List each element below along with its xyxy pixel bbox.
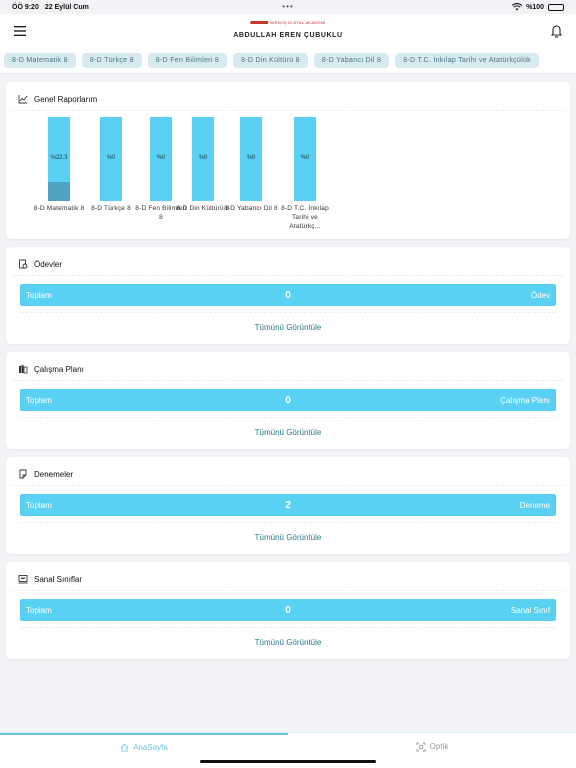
homework-view-all-link[interactable]: Tümünü Görüntüle xyxy=(254,323,322,332)
chart-category-label: 8-D Türkçe 8 xyxy=(91,205,131,212)
multitask-dots-icon[interactable]: ••• xyxy=(282,2,294,11)
chart-data-label: %0 xyxy=(106,155,116,161)
exams-view-all-link[interactable]: Tümünü Görüntüle xyxy=(254,533,322,542)
chart-data-label: %22.3 xyxy=(50,155,68,161)
reports-title: Genel Raporlarım xyxy=(34,94,98,104)
study-plan-view-all-link[interactable]: Tümünü Görüntüle xyxy=(254,428,322,437)
chart-bar: %0 xyxy=(100,117,122,201)
study-plan-total-label: Toplam xyxy=(26,395,52,405)
virtual-classes-title: Sanal Sınıflar xyxy=(34,574,83,584)
home-icon xyxy=(120,743,129,752)
homework-count: 0 xyxy=(285,289,291,301)
exam-icon xyxy=(19,469,27,479)
status-date: 22 Eylül Cum xyxy=(44,3,89,11)
reports-header: Genel Raporlarım xyxy=(12,82,564,111)
homework-total-bar[interactable]: Toplam 0 Ödev xyxy=(20,284,556,306)
battery-percent: %100 xyxy=(526,3,544,11)
exams-card: Denemeler Toplam 2 Deneme Tümünü Görüntü… xyxy=(6,457,570,554)
nav-optic-label: Optik xyxy=(429,742,449,751)
nav-optic[interactable]: Optik xyxy=(288,733,576,768)
virtual-classes-total-label: Toplam xyxy=(26,605,52,615)
whiteboard-icon xyxy=(18,575,28,584)
chart-category-label: 8-D Matematik 8 xyxy=(33,205,85,212)
tab-course[interactable]: 8-D Fen Bilimleri 8 xyxy=(147,53,228,68)
study-plan-title: Çalışma Planı xyxy=(34,364,84,374)
tab-course[interactable]: 8-D Din Kültürü 8 xyxy=(233,53,308,68)
chart-category-label: 8-D Fen Bilimleri 8 xyxy=(135,205,187,221)
homework-title: Ödevler xyxy=(34,259,63,269)
brand-logo: BİRİKİŞ DİJİTAL AKADEMİ xyxy=(233,20,342,25)
chart-bar: %0 xyxy=(192,117,214,201)
status-bar: ÖÖ 9:20 22 Eylül Cum ••• %100 xyxy=(0,0,576,14)
tab-course[interactable]: 8-D T.C. İnkılap Tarihi ve Atatürkçülük xyxy=(395,53,539,68)
homework-header: Ödevler xyxy=(12,247,564,276)
user-name: ABDULLAH EREN ÇUBUKLU xyxy=(233,32,343,39)
menu-icon[interactable] xyxy=(10,21,30,41)
study-plan-total-bar[interactable]: Toplam 0 Çalışma Planı xyxy=(20,389,556,411)
chart-bar: %0 xyxy=(150,117,172,201)
books-icon xyxy=(19,365,28,374)
bell-icon[interactable] xyxy=(546,21,566,41)
chart-bar-column: %0 8-D Türkçe 8 xyxy=(84,117,138,213)
study-plan-unit: Çalışma Planı xyxy=(500,395,550,405)
chart-category-label: 8-D Yabancı Dil 8 xyxy=(224,205,278,212)
chart-bar-column: %0 8-D T.C. İnkılap Tarihi ve Atatürkç... xyxy=(278,117,332,231)
tab-course[interactable]: 8-D Yabancı Dil 8 xyxy=(313,53,390,68)
chart-bar-column: %0 8-D Din Kültürü 8 xyxy=(176,117,230,213)
virtual-classes-total-bar[interactable]: Toplam 0 Sanal Sınıf xyxy=(20,599,556,621)
nav-home-label: AnaSayfa xyxy=(133,743,168,752)
tab-course[interactable]: 8-D Türkçe 8 xyxy=(81,53,142,68)
chart-category-label: 8-D Din Kültürü 8 xyxy=(176,205,230,212)
virtual-classes-count: 0 xyxy=(285,604,291,616)
virtual-classes-header: Sanal Sınıflar xyxy=(12,562,564,591)
exams-unit: Deneme xyxy=(519,500,550,510)
exams-count: 2 xyxy=(285,499,291,511)
study-plan-card: Çalışma Planı Toplam 0 Çalışma Planı Tüm… xyxy=(6,352,570,449)
homework-icon xyxy=(19,259,28,269)
chart-line-icon xyxy=(18,95,28,104)
chart-bar: %0 xyxy=(240,117,262,201)
virtual-classes-view-all-link[interactable]: Tümünü Görüntüle xyxy=(254,638,322,647)
study-plan-header: Çalışma Planı xyxy=(12,352,564,381)
virtual-classes-card: Sanal Sınıflar Toplam 0 Sanal Sınıf Tümü… xyxy=(6,562,570,659)
bottom-nav: AnaSayfa Optik xyxy=(0,732,576,768)
virtual-classes-unit: Sanal Sınıf xyxy=(510,605,550,615)
top-bar: BİRİKİŞ DİJİTAL AKADEMİ ABDULLAH EREN ÇU… xyxy=(0,14,576,48)
chart-bar-column: %0 8-D Yabancı Dil 8 xyxy=(224,117,278,213)
exams-title: Denemeler xyxy=(34,469,74,479)
home-indicator xyxy=(200,760,376,763)
wifi-icon xyxy=(512,3,523,11)
chart-category-label: 8-D T.C. İnkılap Tarihi ve Atatürkç... xyxy=(281,205,329,230)
homework-total-label: Toplam xyxy=(26,290,52,300)
reports-chart: %22.3 8-D Matematik 8 %0 8-D Türkçe 8 %0 8-D … xyxy=(12,111,564,239)
battery-icon xyxy=(548,3,564,11)
study-plan-count: 0 xyxy=(285,394,291,406)
chart-bar-column: %0 8-D Fen Bilimleri 8 xyxy=(134,117,188,222)
exams-total-bar[interactable]: Toplam 2 Deneme xyxy=(20,494,556,516)
brand: BİRİKİŞ DİJİTAL AKADEMİ ABDULLAH EREN ÇU… xyxy=(233,20,342,39)
chart-data-label: %0 xyxy=(156,155,166,161)
status-time: ÖÖ 9:20 xyxy=(12,3,39,11)
chart-bar-column: %22.3 8-D Matematik 8 xyxy=(32,117,86,213)
chart-bar: %22.3 xyxy=(48,117,70,201)
chart-data-label: %0 xyxy=(246,155,256,161)
homework-unit: Ödev xyxy=(530,290,550,300)
chart-data-label: %0 xyxy=(198,155,208,161)
exams-header: Denemeler xyxy=(12,457,564,486)
course-tabs: 8-D Matematik 8 8-D Türkçe 8 8-D Fen Bil… xyxy=(0,48,576,74)
chart-bar-fill xyxy=(48,182,70,201)
homework-card: Ödevler Toplam 0 Ödev Tümünü Görüntüle xyxy=(6,247,570,344)
nav-home[interactable]: AnaSayfa xyxy=(0,733,288,768)
chart-bar: %0 xyxy=(294,117,316,201)
chart-data-label: %0 xyxy=(300,155,310,161)
reports-card: Genel Raporlarım %22.3 8-D Matematik 8 %0 8… xyxy=(6,82,570,239)
tab-course[interactable]: 8-D Matematik 8 xyxy=(4,53,76,68)
scan-icon xyxy=(416,742,426,751)
exams-total-label: Toplam xyxy=(26,500,52,510)
